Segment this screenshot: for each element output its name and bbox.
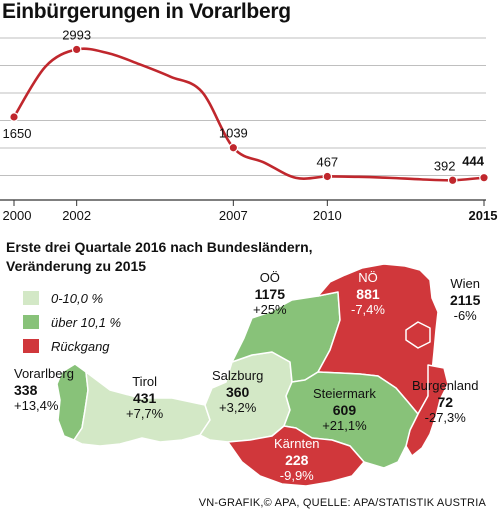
- map-subtitle: Erste drei Quartale 2016 nach Bundesländ…: [6, 238, 313, 276]
- legend-swatch-low-growth: [23, 291, 39, 305]
- region-label-salzburg: Salzburg 360 +3,2%: [212, 368, 263, 416]
- region-label-burgenland: Burgenland 72 -27,3%: [412, 378, 479, 426]
- region-count: 360: [225, 384, 250, 400]
- region-tirol: [73, 371, 211, 447]
- legend-swatch-high-growth: [23, 315, 39, 329]
- region-count: 72: [437, 394, 454, 410]
- data-point: [447, 175, 458, 186]
- legend-label-decline: Rückgang: [51, 338, 110, 354]
- region-count: 228: [285, 452, 309, 468]
- legend-label-low-growth: 0-10,0 %: [51, 290, 104, 306]
- region-change: +25%: [253, 302, 287, 317]
- region-count: 338: [14, 382, 38, 398]
- region-name: Tirol: [132, 374, 158, 389]
- x-tick-label: 2007: [219, 208, 248, 223]
- region-label-noe: NÖ 881 -7,4%: [351, 270, 385, 318]
- region-kaernten: [227, 425, 365, 487]
- region-name: Kärnten: [274, 436, 320, 451]
- region-count: 2115: [450, 292, 481, 308]
- map-subtitle-line-1: Erste drei Quartale 2016 nach Bundesländ…: [6, 239, 313, 255]
- data-label: 392: [434, 158, 456, 173]
- data-point: [9, 112, 19, 122]
- region-count: 609: [332, 402, 357, 418]
- data-point: [71, 44, 82, 55]
- legend-item-decline: Rückgang: [23, 337, 110, 355]
- data-label: 2993: [62, 27, 91, 42]
- region-count: 881: [356, 286, 380, 302]
- region-wien: [405, 321, 431, 349]
- region-name: Salzburg: [212, 368, 264, 383]
- x-tick-label: 2015: [469, 208, 498, 223]
- legend-item-low-growth: 0-10,0 %: [23, 289, 103, 307]
- source-credit: VN-GRAFIK,© APA, QUELLE: APA/STATISTIK A…: [198, 497, 486, 509]
- region-change: +13,4%: [14, 398, 59, 413]
- data-label: 467: [316, 155, 338, 170]
- region-label-wien: Wien 2115 -6%: [450, 276, 480, 324]
- region-name: OÖ: [259, 270, 280, 285]
- region-name: Wien: [450, 276, 480, 291]
- map-subtitle-line-2: Veränderung zu 2015: [6, 258, 147, 274]
- region-name: Steiermark: [313, 386, 376, 401]
- data-point: [228, 142, 239, 153]
- data-label: 1039: [219, 126, 248, 141]
- region-label-steiermark: Steiermark 609 +21,1%: [313, 386, 376, 434]
- line-chart: 2000 2002 2007 2010 2015 1650 2993 1039 467 392 44…: [0, 27, 498, 223]
- region-change: +7,7%: [126, 406, 164, 421]
- region-count: 1175: [254, 286, 285, 302]
- region-change: +21,1%: [322, 418, 367, 433]
- region-change: -6%: [453, 308, 477, 323]
- region-label-vorarlberg: Vorarlberg 338 +13,4%: [14, 366, 74, 414]
- region-count: 431: [132, 390, 157, 406]
- legend-item-high-growth: über 10,1 %: [23, 313, 121, 331]
- data-label: 444: [462, 154, 484, 169]
- region-change: +3,2%: [219, 400, 257, 415]
- x-tick-label: 2010: [313, 208, 342, 223]
- legend-swatch-decline: [23, 339, 39, 353]
- region-name: Burgenland: [412, 378, 479, 393]
- data-point: [479, 172, 489, 183]
- region-name: NÖ: [358, 270, 378, 285]
- series-line: [12, 47, 485, 182]
- data-point: [322, 171, 333, 182]
- region-name: Vorarlberg: [14, 366, 74, 381]
- region-label-ooe: OÖ 1175 +25%: [253, 270, 287, 318]
- x-tick-label: 2000: [3, 208, 32, 223]
- x-tick-label: 2002: [62, 208, 91, 223]
- region-change: -9,9%: [279, 468, 314, 483]
- legend-label-high-growth: über 10,1 %: [51, 314, 122, 330]
- chart-title: Einbürgerungen in Vorarlberg: [2, 0, 291, 23]
- region-label-tirol: Tirol 431 +7,7%: [126, 374, 163, 422]
- region-change: -27,3%: [424, 410, 466, 425]
- data-label: 1650: [3, 126, 32, 141]
- region-label-kaernten: Kärnten 228 -9,9%: [274, 436, 320, 484]
- region-change: -7,4%: [351, 302, 385, 317]
